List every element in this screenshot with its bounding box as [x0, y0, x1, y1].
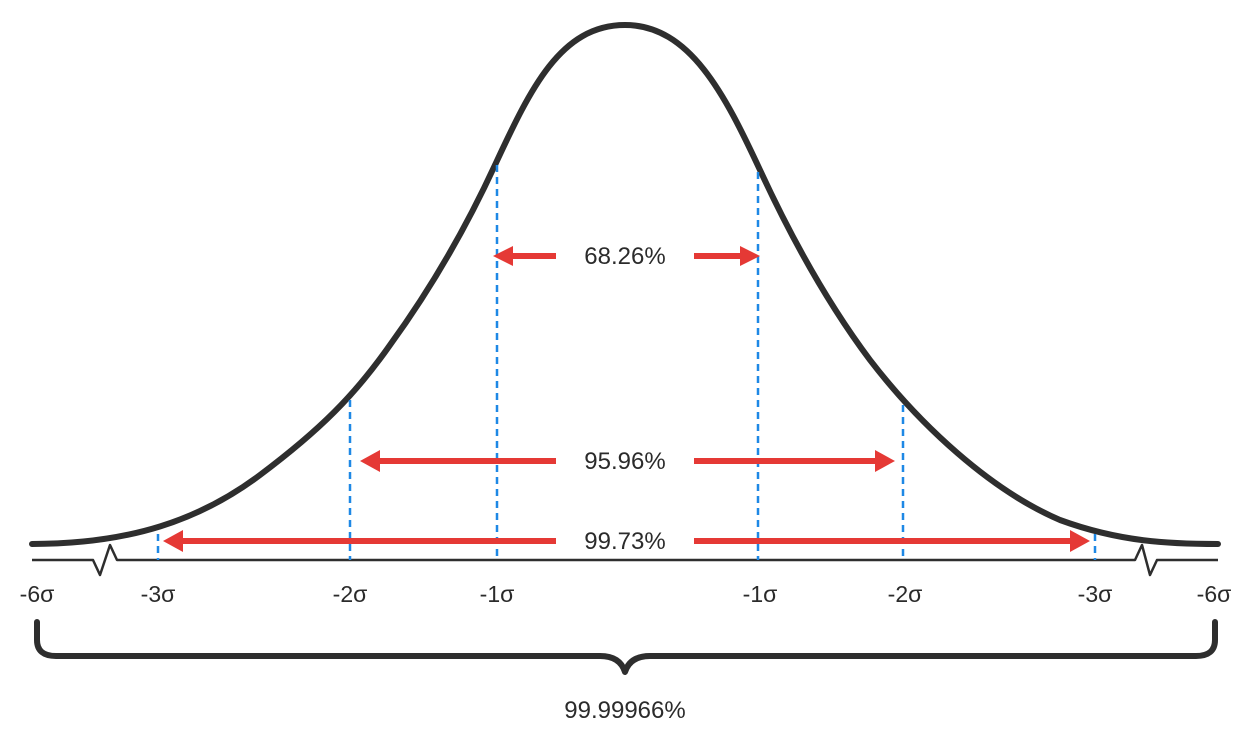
tick-label-minus-6: -6σ [20, 581, 55, 607]
range-3-label: 99.73% [584, 528, 665, 555]
range-1-arrowhead-right [740, 246, 760, 266]
tick-label-plus-2: -2σ [888, 581, 923, 607]
tick-label-plus-6: -6σ [1197, 581, 1232, 607]
range-2-sigma: 95.96% [360, 448, 895, 475]
tick-label-minus-1: -1σ [480, 581, 515, 607]
range-1-arrowhead-left [493, 246, 513, 266]
total-span-brace [34, 619, 1218, 675]
range-3-sigma: 99.73% [163, 528, 1090, 555]
range-3-arrowhead-left [163, 530, 183, 552]
total-span-label: 99.99966% [564, 697, 685, 724]
range-1-label: 68.26% [584, 243, 665, 270]
range-1-sigma: 68.26% [493, 243, 760, 270]
tick-label-plus-3: -3σ [1078, 581, 1113, 607]
baseline-axis [32, 543, 1218, 577]
bell-curve [29, 21, 1221, 547]
range-3-arrowhead-right [1070, 530, 1090, 552]
tick-label-minus-2: -2σ [333, 581, 368, 607]
tick-label-plus-1: -1σ [743, 581, 778, 607]
tick-label-minus-3: -3σ [141, 581, 176, 607]
range-2-arrowhead-right [875, 450, 895, 472]
range-2-label: 95.96% [584, 448, 665, 475]
range-2-arrowhead-left [360, 450, 380, 472]
